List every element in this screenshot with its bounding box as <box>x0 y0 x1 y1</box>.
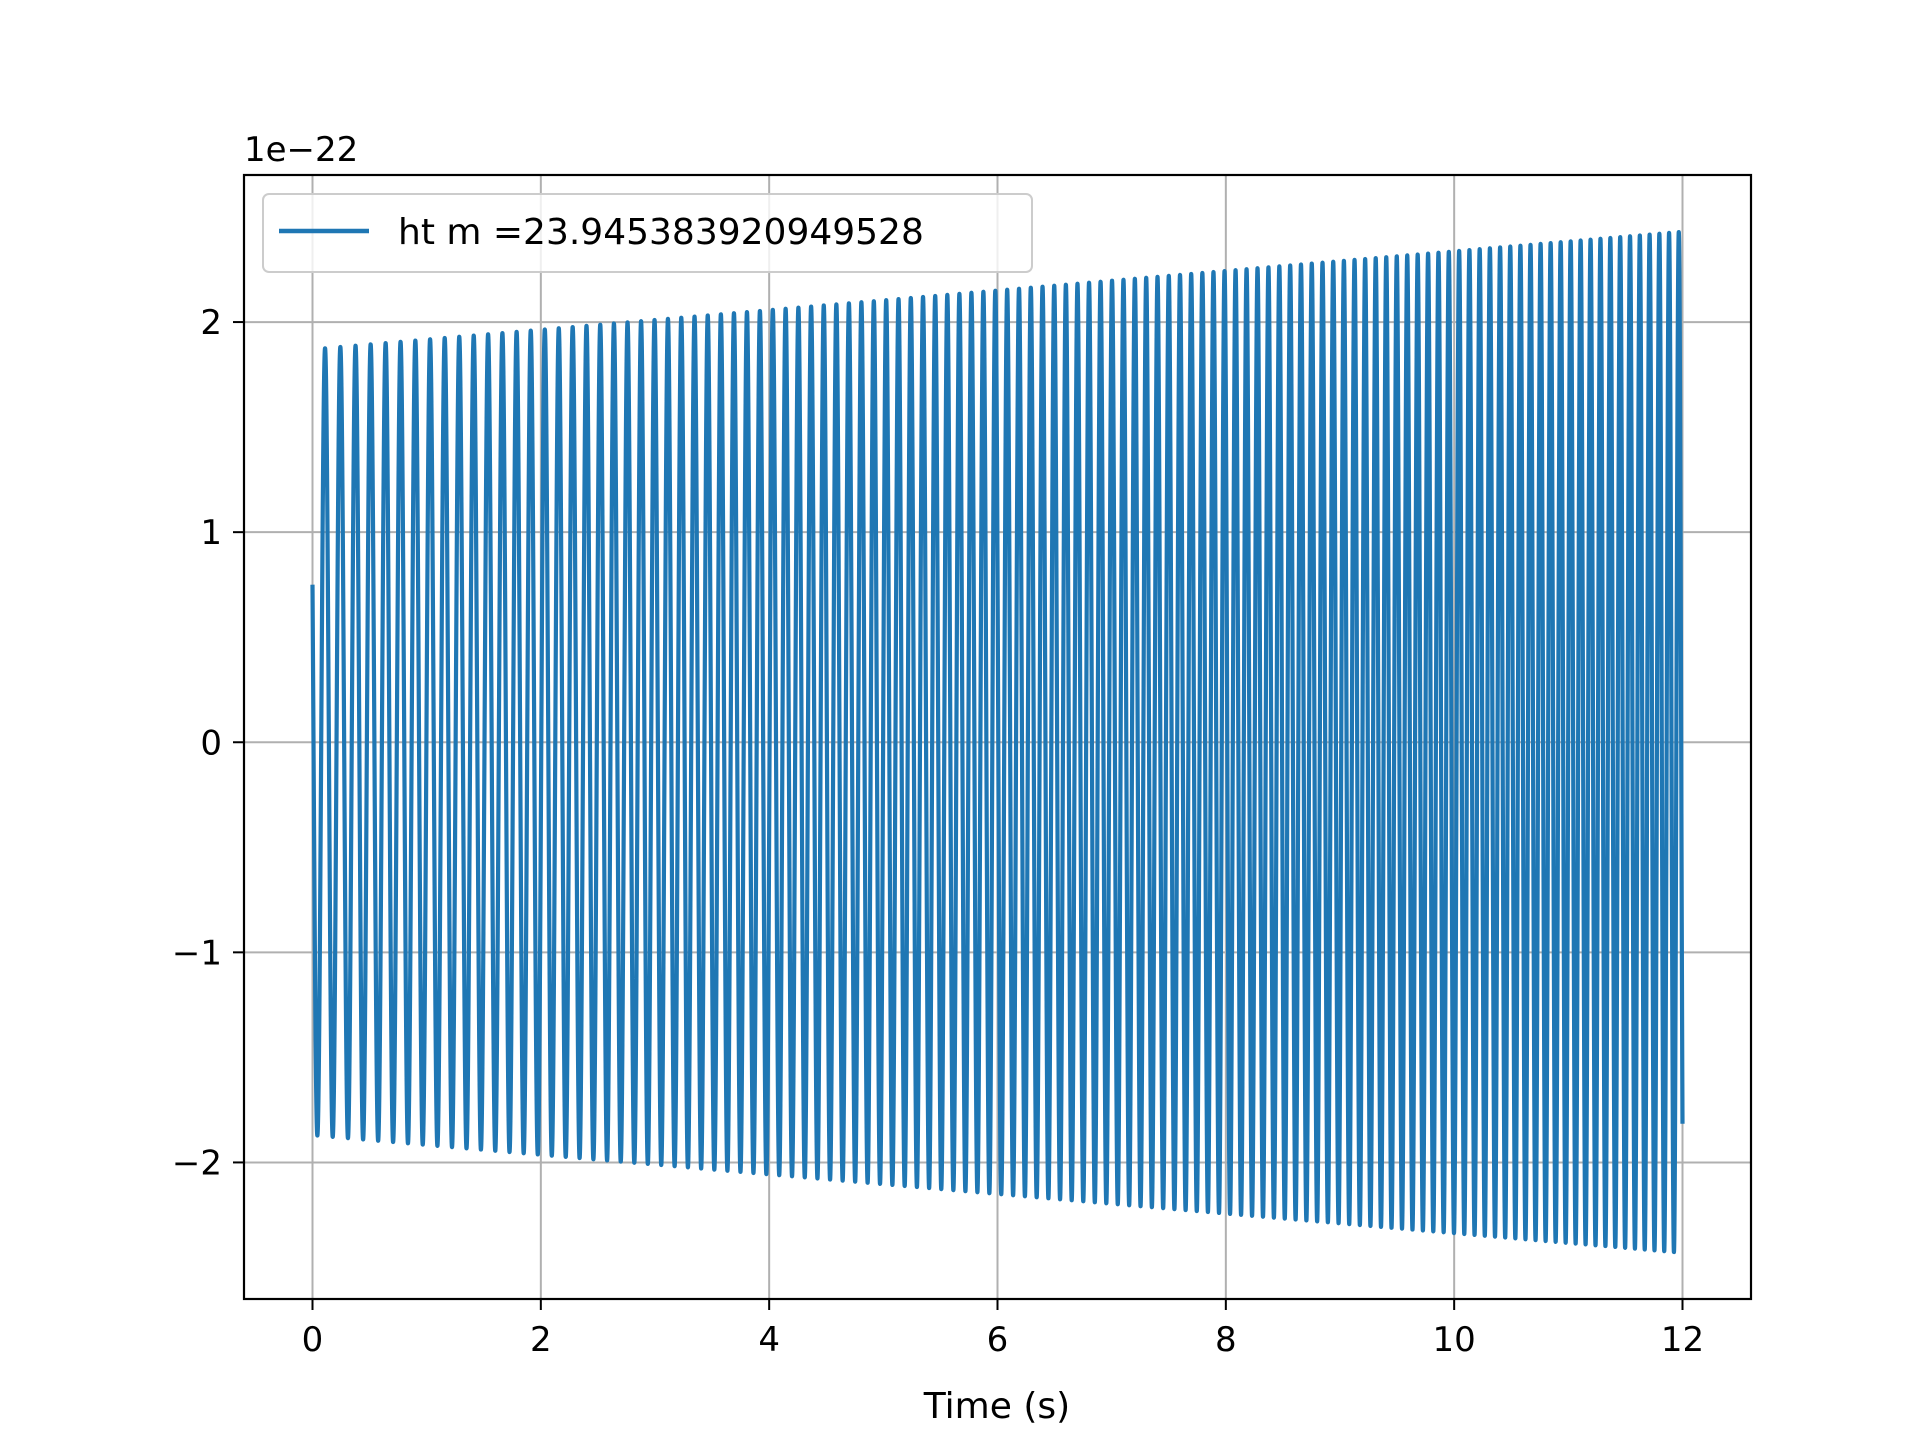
y-tick-label: −1 <box>172 933 222 973</box>
legend-box <box>262 193 1033 273</box>
x-tick-label: 2 <box>530 1320 552 1360</box>
series-layer <box>310 229 1685 1255</box>
y-tick-label: 2 <box>200 303 222 343</box>
x-axis-title: Time (s) <box>923 1386 1070 1427</box>
x-tick-label: 10 <box>1433 1320 1476 1360</box>
legend-entry: ht m =23.945383920949528 <box>398 212 924 253</box>
y-axis: −2 −1 0 1 2 <box>172 303 244 1183</box>
x-tick-label: 4 <box>758 1320 780 1360</box>
x-tick-label: 8 <box>1215 1320 1237 1360</box>
y-tick-label: −2 <box>172 1143 222 1183</box>
x-tick-label: 0 <box>302 1320 324 1360</box>
legend: ht m =23.945383920949528 <box>262 193 1033 273</box>
x-tick-label: 12 <box>1661 1320 1704 1360</box>
series-line <box>310 229 1685 1255</box>
x-axis: 0 2 4 6 8 10 12 <box>302 1299 1704 1360</box>
x-tick-label: 6 <box>987 1320 1009 1360</box>
y-offset-text: 1e−22 <box>244 130 358 170</box>
y-tick-label: 0 <box>200 723 222 763</box>
y-tick-label: 1 <box>200 513 222 553</box>
